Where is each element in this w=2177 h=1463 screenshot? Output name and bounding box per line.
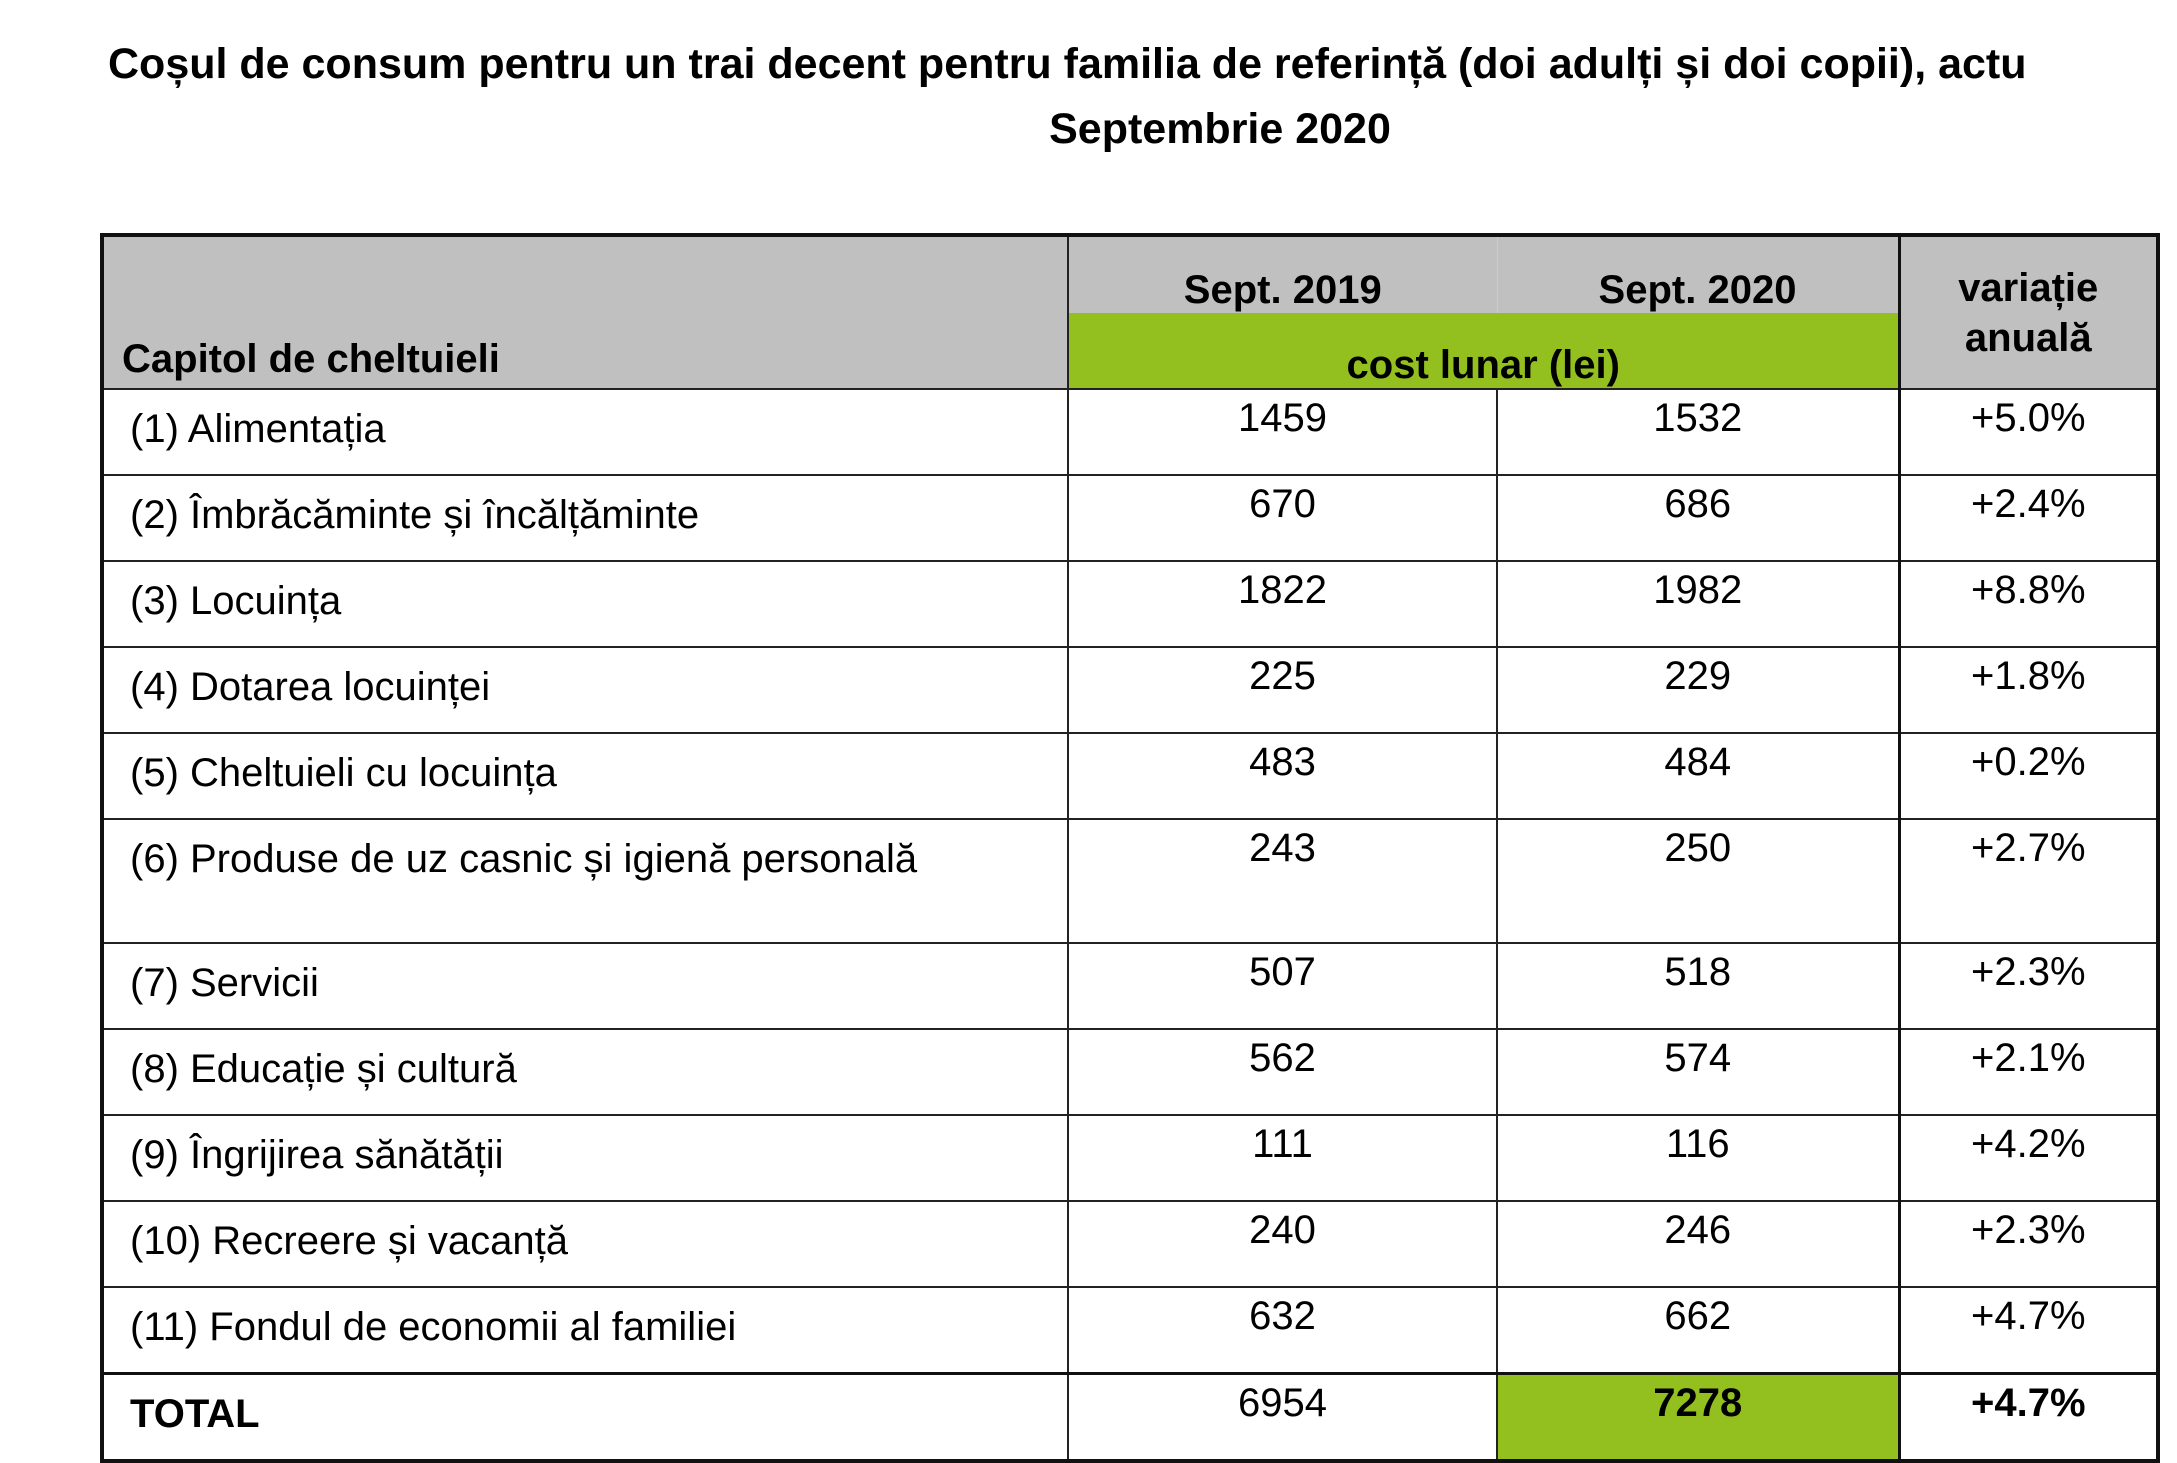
annual-variation: +2.3% xyxy=(1897,942,2160,1030)
value-2019: 562 xyxy=(1067,1028,1498,1116)
value-2020: 246 xyxy=(1496,1200,1900,1288)
value-2019: 507 xyxy=(1067,942,1498,1030)
value-2019: 225 xyxy=(1067,646,1498,734)
value-2020: 574 xyxy=(1496,1028,1900,1116)
table-row: (1) Alimentația 1459 1532 +5.0% xyxy=(101,388,2160,476)
value-2020: 484 xyxy=(1496,732,1900,820)
annual-variation: +1.8% xyxy=(1897,646,2160,734)
row-label: (1) Alimentația xyxy=(101,388,1069,476)
value-2019: 670 xyxy=(1067,474,1498,562)
header-chapter: Capitol de cheltuieli xyxy=(101,234,1069,390)
value-2019: 243 xyxy=(1067,818,1498,944)
annual-variation: +5.0% xyxy=(1897,388,2160,476)
row-label: (7) Servicii xyxy=(101,942,1069,1030)
row-label: (11) Fondul de economii al familiei xyxy=(101,1286,1069,1375)
header-sept-2020: Sept. 2020 xyxy=(1496,233,1900,314)
annual-variation: +4.7% xyxy=(1897,1286,2160,1375)
row-label: (4) Dotarea locuinței xyxy=(101,646,1069,734)
annual-variation: +2.3% xyxy=(1897,1200,2160,1288)
table-row: (2) Îmbrăcăminte și încălțăminte 670 686 +2… xyxy=(101,474,2160,562)
value-2020: 1532 xyxy=(1496,388,1900,476)
value-2019: 111 xyxy=(1067,1114,1498,1202)
total-2019: 6954 xyxy=(1067,1372,1498,1462)
table-row: (7) Servicii 507 518 +2.3% xyxy=(101,942,2160,1030)
total-2020: 7278 xyxy=(1496,1372,1900,1462)
page-subtitle: Septembrie 2020 xyxy=(1049,105,1391,153)
consumption-basket-table: Capitol de cheltuieli Sept. 2019 Sept. 2… xyxy=(100,233,2160,1463)
annual-variation: +2.1% xyxy=(1897,1028,2160,1116)
annual-variation: +2.4% xyxy=(1897,474,2160,562)
page-title: Coșul de consum pentru un trai decent pe… xyxy=(108,40,2027,88)
value-2019: 632 xyxy=(1067,1286,1498,1375)
row-label: (8) Educație și cultură xyxy=(101,1028,1069,1116)
table-row: (4) Dotarea locuinței 225 229 +1.8% xyxy=(101,646,2160,734)
value-2020: 250 xyxy=(1496,818,1900,944)
row-label: (9) Îngrijirea sănătății xyxy=(101,1114,1069,1202)
table-row: (11) Fondul de economii al familiei 632 66… xyxy=(101,1286,2160,1375)
value-2020: 229 xyxy=(1496,646,1900,734)
value-2020: 686 xyxy=(1496,474,1900,562)
value-2019: 1822 xyxy=(1067,560,1498,648)
row-label: (10) Recreere și vacanță xyxy=(101,1200,1069,1288)
value-2020: 518 xyxy=(1496,942,1900,1030)
row-label: (6) Produse de uz casnic și igienă perso… xyxy=(101,818,1069,944)
total-row: TOTAL 6954 7278 +4.7% xyxy=(101,1372,2160,1462)
header-unit: cost lunar (lei) xyxy=(1067,313,1900,390)
header-chapter-label: Capitol de cheltuieli xyxy=(122,337,500,381)
header-sept-2019: Sept. 2019 xyxy=(1067,233,1498,314)
value-2019: 1459 xyxy=(1067,388,1498,476)
value-2019: 240 xyxy=(1067,1200,1498,1288)
table-row: (6) Produse de uz casnic și igienă perso… xyxy=(101,818,2160,944)
annual-variation: +2.7% xyxy=(1897,818,2160,944)
row-label: (2) Îmbrăcăminte și încălțăminte xyxy=(101,474,1069,562)
row-label: (5) Cheltuieli cu locuința xyxy=(101,732,1069,820)
value-2020: 1982 xyxy=(1496,560,1900,648)
annual-variation: +0.2% xyxy=(1897,732,2160,820)
total-variation: +4.7% xyxy=(1897,1372,2160,1462)
table-row: (3) Locuința 1822 1982 +8.8% xyxy=(101,560,2160,648)
header-variation: variație anuală xyxy=(1897,234,2160,390)
table-row: (8) Educație și cultură 562 574 +2.1% xyxy=(101,1028,2160,1116)
total-label: TOTAL xyxy=(101,1372,1069,1462)
annual-variation: +4.2% xyxy=(1897,1114,2160,1202)
table-row: (9) Îngrijirea sănătății 111 116 +4.2% xyxy=(101,1114,2160,1202)
table-row: (5) Cheltuieli cu locuința 483 484 +0.2% xyxy=(101,732,2160,820)
annual-variation: +8.8% xyxy=(1897,560,2160,648)
row-label: (3) Locuința xyxy=(101,560,1069,648)
value-2019: 483 xyxy=(1067,732,1498,820)
value-2020: 662 xyxy=(1496,1286,1900,1375)
table-row: (10) Recreere și vacanță 240 246 +2.3% xyxy=(101,1200,2160,1288)
value-2020: 116 xyxy=(1496,1114,1900,1202)
